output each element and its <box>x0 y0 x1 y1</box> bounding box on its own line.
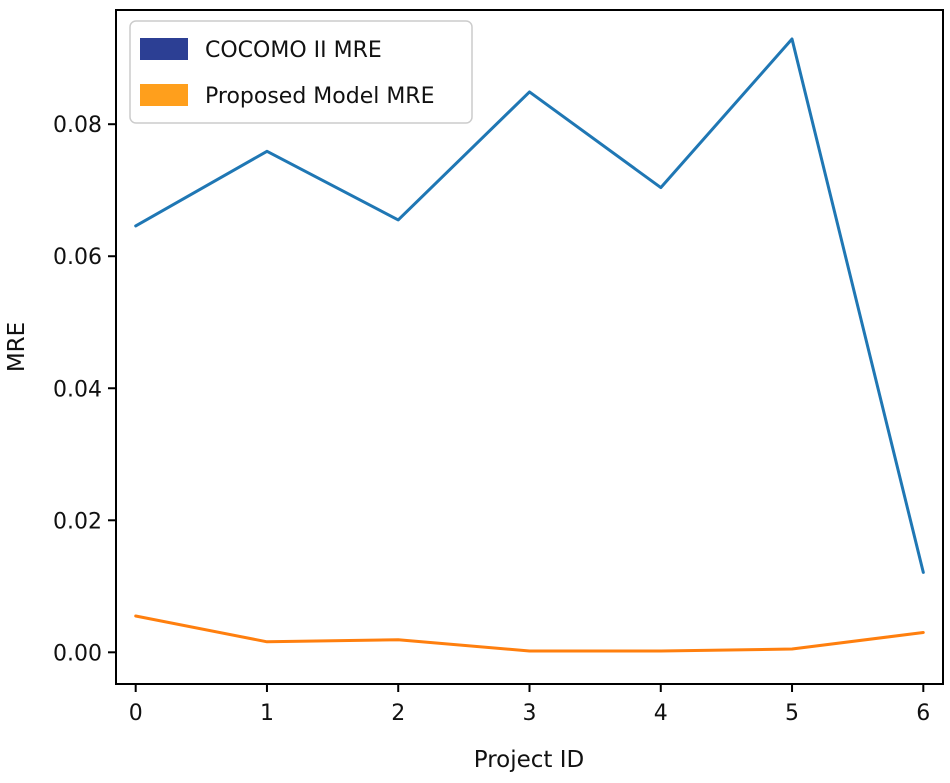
series-line-1 <box>134 614 925 653</box>
x-axis: 0 1 2 3 4 5 6 <box>129 684 930 726</box>
legend: COCOMO II MRE Proposed Model MRE <box>129 20 473 124</box>
legend-label-cocomo: COCOMO II MRE <box>205 38 382 63</box>
x-tick-label: 3 <box>523 701 537 726</box>
legend-swatch-cocomo <box>140 38 188 60</box>
y-axis: 0.00 0.02 0.04 0.06 0.08 <box>53 113 116 666</box>
y-tick-label: 0.08 <box>53 113 102 138</box>
y-tick-label: 0.02 <box>53 509 102 534</box>
x-axis-title: Project ID <box>474 747 585 773</box>
legend-box <box>129 20 473 124</box>
legend-label-proposed: Proposed Model MRE <box>205 84 435 109</box>
y-axis-title: MRE <box>4 322 30 372</box>
y-tick-label: 0.06 <box>53 245 102 270</box>
series-line-0 <box>134 37 925 574</box>
x-tick-label: 1 <box>260 701 274 726</box>
x-tick-label: 6 <box>916 701 930 726</box>
legend-swatch-proposed <box>140 84 188 106</box>
x-tick-label: 5 <box>785 701 799 726</box>
x-tick-label: 2 <box>391 701 405 726</box>
series-layer <box>134 37 925 653</box>
x-tick-label: 4 <box>654 701 668 726</box>
y-tick-label: 0.00 <box>53 641 102 666</box>
x-tick-label: 0 <box>129 701 143 726</box>
y-tick-label: 0.04 <box>53 377 102 402</box>
